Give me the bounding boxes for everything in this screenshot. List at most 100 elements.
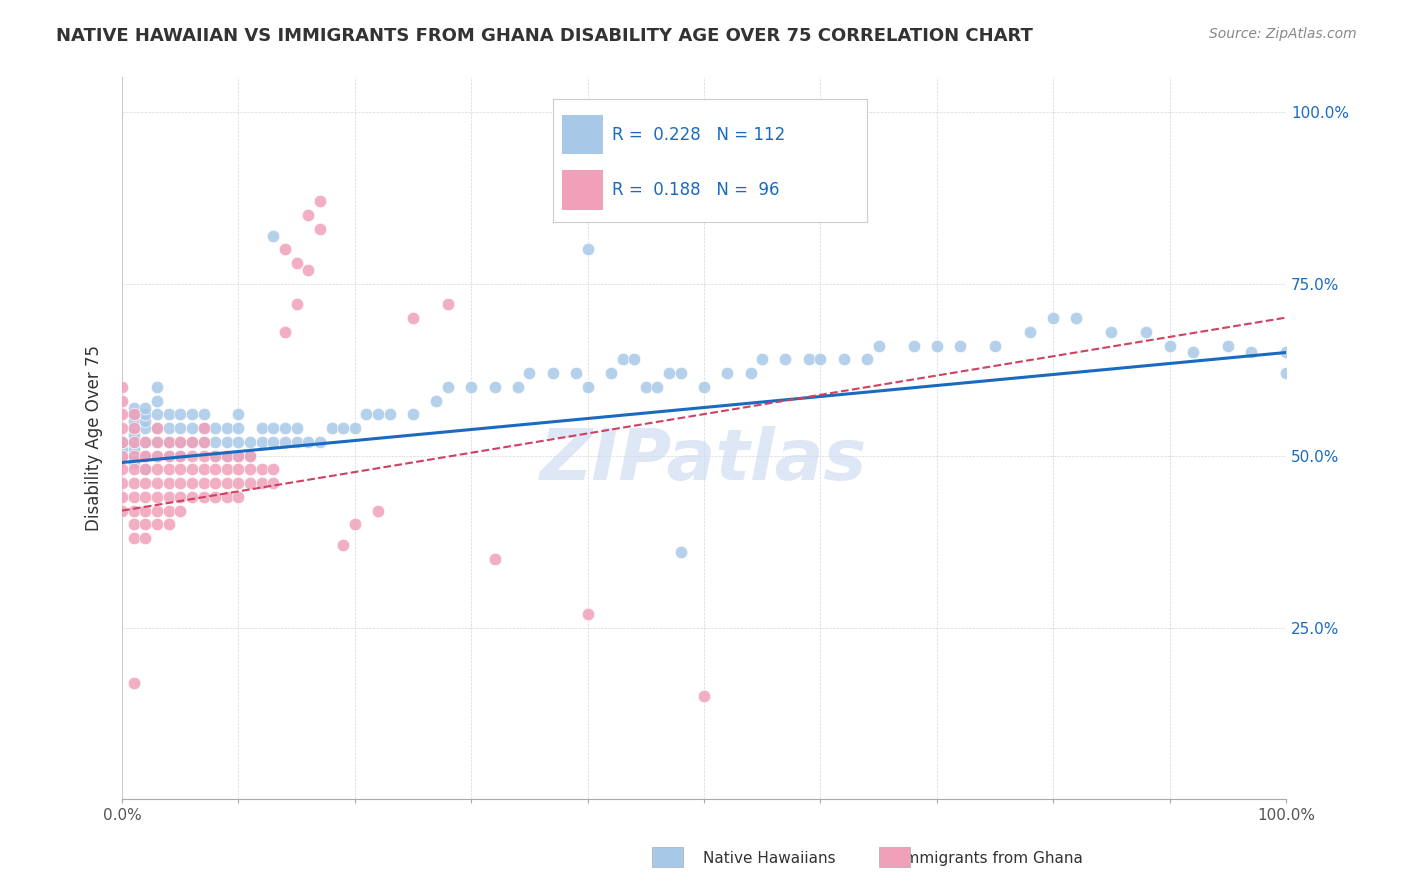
- Point: [1066, 311, 1088, 326]
- Point: [949, 338, 972, 352]
- Point: [204, 476, 226, 491]
- Point: [146, 434, 169, 449]
- Point: [193, 476, 215, 491]
- Point: [169, 449, 191, 463]
- Point: [180, 490, 202, 504]
- Point: [146, 434, 169, 449]
- Point: [239, 476, 262, 491]
- Point: [134, 421, 156, 435]
- Point: [250, 462, 273, 476]
- Point: [1181, 345, 1204, 359]
- Point: [634, 380, 657, 394]
- Point: [239, 434, 262, 449]
- Point: [262, 476, 284, 491]
- Point: [122, 414, 145, 428]
- Point: [832, 352, 855, 367]
- Point: [274, 325, 297, 339]
- Point: [402, 408, 425, 422]
- Point: [157, 490, 180, 504]
- Point: [122, 401, 145, 415]
- Point: [134, 462, 156, 476]
- Point: [658, 366, 681, 380]
- Point: [1099, 325, 1122, 339]
- Point: [797, 352, 820, 367]
- Point: [122, 449, 145, 463]
- Point: [808, 352, 831, 367]
- Point: [146, 393, 169, 408]
- Point: [262, 434, 284, 449]
- Point: [122, 462, 145, 476]
- Point: [437, 380, 460, 394]
- Point: [925, 338, 948, 352]
- Point: [669, 366, 692, 380]
- Point: [250, 476, 273, 491]
- Point: [134, 434, 156, 449]
- Point: [576, 243, 599, 257]
- Point: [193, 449, 215, 463]
- Point: [180, 408, 202, 422]
- Point: [122, 428, 145, 442]
- Point: [122, 675, 145, 690]
- Point: [111, 503, 134, 517]
- Point: [484, 551, 506, 566]
- Point: [193, 434, 215, 449]
- Point: [157, 449, 180, 463]
- Point: [215, 434, 238, 449]
- Point: [169, 490, 191, 504]
- Point: [157, 476, 180, 491]
- Point: [180, 449, 202, 463]
- Point: [250, 421, 273, 435]
- Point: [740, 366, 762, 380]
- Point: [274, 243, 297, 257]
- Point: [146, 503, 169, 517]
- Point: [122, 456, 145, 470]
- Point: [134, 476, 156, 491]
- Point: [228, 476, 250, 491]
- Point: [228, 408, 250, 422]
- Point: [111, 442, 134, 456]
- Point: [775, 352, 797, 367]
- Point: [193, 490, 215, 504]
- Text: NATIVE HAWAIIAN VS IMMIGRANTS FROM GHANA DISABILITY AGE OVER 75 CORRELATION CHAR: NATIVE HAWAIIAN VS IMMIGRANTS FROM GHANA…: [56, 27, 1033, 45]
- Point: [204, 434, 226, 449]
- Point: [122, 490, 145, 504]
- Point: [228, 449, 250, 463]
- Point: [285, 434, 308, 449]
- Point: [239, 449, 262, 463]
- Point: [506, 380, 529, 394]
- Point: [146, 421, 169, 435]
- Point: [122, 517, 145, 532]
- Point: [180, 421, 202, 435]
- Point: [541, 366, 564, 380]
- Point: [903, 338, 925, 352]
- Point: [169, 503, 191, 517]
- Point: [285, 421, 308, 435]
- Point: [111, 449, 134, 463]
- Point: [157, 517, 180, 532]
- Point: [122, 442, 145, 456]
- Point: [146, 517, 169, 532]
- Point: [693, 690, 716, 704]
- Point: [437, 297, 460, 311]
- Point: [146, 408, 169, 422]
- Point: [1275, 366, 1298, 380]
- Point: [111, 476, 134, 491]
- Point: [169, 462, 191, 476]
- Point: [134, 401, 156, 415]
- Point: [228, 490, 250, 504]
- Point: [122, 476, 145, 491]
- Point: [122, 408, 145, 422]
- Point: [122, 449, 145, 463]
- Point: [111, 393, 134, 408]
- Point: [157, 421, 180, 435]
- Point: [309, 221, 332, 235]
- Point: [484, 380, 506, 394]
- Point: [239, 449, 262, 463]
- Point: [321, 421, 343, 435]
- Text: Immigrants from Ghana: Immigrants from Ghana: [900, 851, 1083, 865]
- Point: [122, 531, 145, 545]
- Point: [134, 517, 156, 532]
- Point: [134, 414, 156, 428]
- Point: [157, 449, 180, 463]
- Point: [309, 434, 332, 449]
